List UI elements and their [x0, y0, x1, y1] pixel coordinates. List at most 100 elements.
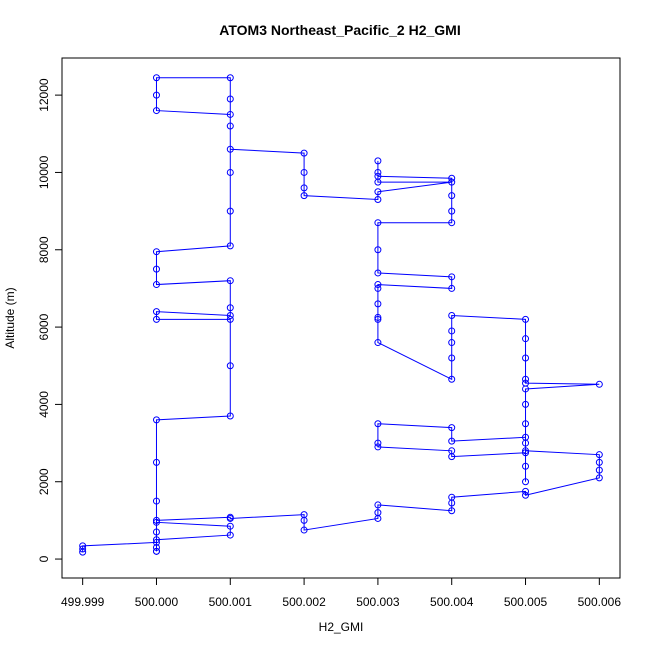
data-point — [226, 514, 234, 522]
data-point — [374, 339, 382, 347]
data-point — [374, 281, 382, 289]
data-point — [448, 327, 456, 335]
data-point — [448, 493, 456, 501]
data-point — [595, 474, 603, 482]
data-point — [374, 157, 382, 165]
data-point — [374, 420, 382, 428]
data-point — [595, 380, 603, 388]
data-point — [226, 207, 234, 215]
x-tick-label: 500.005 — [504, 595, 548, 609]
y-tick-label: 10000 — [37, 155, 51, 189]
data-point — [522, 487, 530, 495]
y-tick-label: 6000 — [37, 313, 51, 340]
data-point — [448, 192, 456, 200]
data-point — [152, 518, 160, 526]
data-point — [152, 536, 160, 544]
data-point — [595, 458, 603, 466]
x-tick-label: 500.003 — [356, 595, 400, 609]
data-point — [522, 433, 530, 441]
data-point — [300, 526, 308, 534]
data-point — [522, 491, 530, 499]
data-point — [374, 509, 382, 517]
data-point — [448, 311, 456, 319]
data-point — [448, 354, 456, 362]
y-axis-label: Altitude (m) — [3, 287, 17, 348]
data-point — [226, 110, 234, 118]
data-point — [226, 168, 234, 176]
data-point — [374, 313, 382, 321]
data-point — [374, 269, 382, 277]
data-point — [152, 543, 160, 551]
x-tick-label: 500.006 — [578, 595, 622, 609]
data-point — [152, 458, 160, 466]
data-point — [152, 547, 160, 555]
data-point — [152, 538, 160, 546]
chart-title: ATOM3 Northeast_Pacific_2 H2_GMI — [219, 22, 460, 38]
data-point — [300, 149, 308, 157]
data-point — [522, 478, 530, 486]
x-tick-label: 500.000 — [135, 595, 179, 609]
data-point — [226, 304, 234, 312]
data-point — [79, 542, 87, 550]
data-point — [374, 219, 382, 227]
y-tick-label: 0 — [37, 555, 51, 562]
x-tick-label: 500.001 — [209, 595, 253, 609]
x-tick-label: 500.002 — [282, 595, 326, 609]
x-tick-label: 499.999 — [61, 595, 105, 609]
data-point — [152, 91, 160, 99]
data-point — [226, 74, 234, 82]
data-point — [522, 354, 530, 362]
data-point — [374, 188, 382, 196]
data-point — [226, 522, 234, 530]
data-point — [448, 207, 456, 215]
data-point — [374, 501, 382, 509]
y-tick-label: 8000 — [37, 236, 51, 263]
data-point — [522, 462, 530, 470]
data-point — [152, 516, 160, 524]
data-point — [448, 174, 456, 182]
x-axis-label: H2_GMI — [319, 620, 364, 634]
data-point — [522, 379, 530, 387]
data-line — [82, 77, 600, 553]
data-point — [226, 242, 234, 250]
data-point — [300, 516, 308, 524]
data-point — [152, 308, 160, 316]
data-point — [226, 362, 234, 370]
data-point — [374, 315, 382, 323]
data-point — [374, 196, 382, 204]
data-point — [152, 416, 160, 424]
x-tick-label: 500.004 — [430, 595, 474, 609]
data-point — [152, 528, 160, 536]
y-tick-label: 2000 — [37, 468, 51, 495]
data-point — [374, 246, 382, 254]
data-point — [374, 300, 382, 308]
plot-box — [61, 57, 621, 579]
data-point — [152, 248, 160, 256]
data-point — [448, 273, 456, 281]
data-point — [448, 424, 456, 432]
data-point — [300, 168, 308, 176]
data-point — [226, 122, 234, 130]
y-tick-label: 4000 — [37, 391, 51, 418]
data-point — [226, 531, 234, 539]
data-point — [522, 315, 530, 323]
data-point — [300, 192, 308, 200]
data-point — [152, 74, 160, 82]
data-point — [226, 95, 234, 103]
data-point — [226, 412, 234, 420]
data-point — [226, 145, 234, 153]
data-point — [448, 178, 456, 186]
data-point — [152, 315, 160, 323]
data-point — [522, 335, 530, 343]
data-point — [522, 400, 530, 408]
data-point — [300, 184, 308, 192]
data-point — [522, 447, 530, 455]
data-point — [79, 545, 87, 553]
data-point — [448, 375, 456, 383]
data-point — [374, 443, 382, 451]
data-point — [448, 219, 456, 227]
data-point — [522, 449, 530, 457]
data-point — [448, 284, 456, 292]
data-point — [595, 451, 603, 459]
